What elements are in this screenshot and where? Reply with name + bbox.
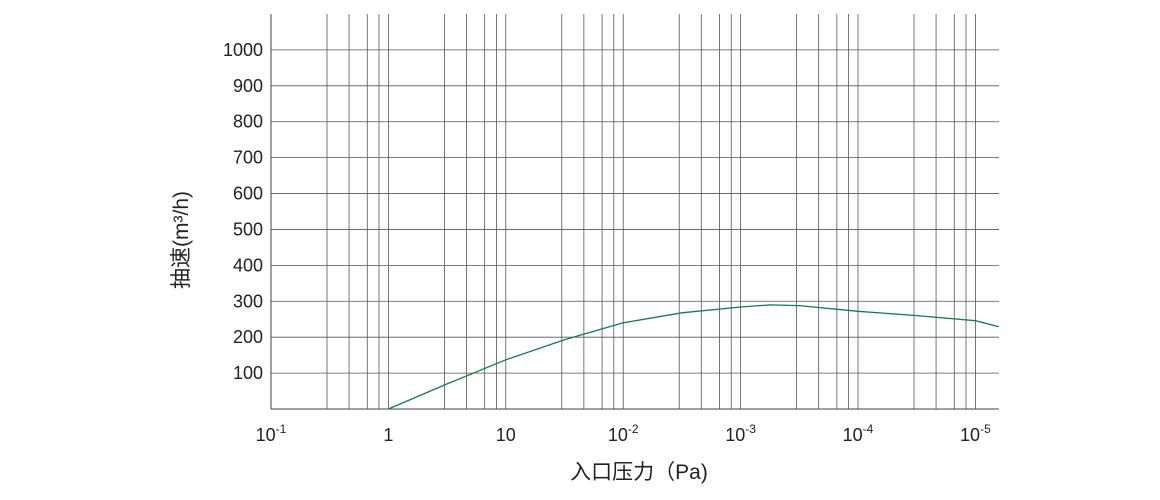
y-axis-label: 抽速(m³/h) [170,191,193,289]
x-tick-label: 10-5 [960,422,991,445]
x-tick-label: 10-1 [256,422,287,445]
x-axis-label: 入口压力（Pa) [570,461,708,484]
y-tick-label: 200 [233,327,263,347]
x-tick-label: 10-3 [725,422,756,445]
series-line [388,304,1000,410]
y-tick-label: 100 [233,363,263,383]
x-tick-label: 10-2 [608,422,639,445]
y-tick-label: 900 [233,76,263,96]
y-tick-label: 800 [233,112,263,132]
x-tick-label: 10 [496,425,516,445]
x-tick-label: 1 [383,425,393,445]
y-tick-label: 400 [233,255,263,275]
y-tick-label: 600 [233,184,263,204]
y-tick-label: 500 [233,219,263,239]
y-axis-label-box: 抽速(m³/h) [150,180,210,300]
y-tick-label: 300 [233,291,263,311]
x-tick-label: 10-4 [843,422,874,445]
y-tick-label: 1000 [223,40,263,60]
y-tick-label: 700 [233,148,263,168]
